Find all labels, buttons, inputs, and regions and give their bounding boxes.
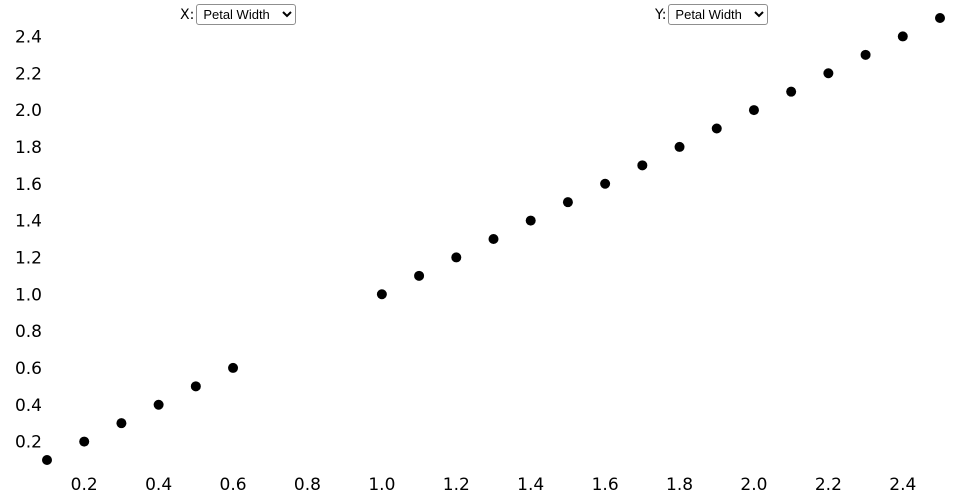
- y-axis-control: Y: Petal Width: [655, 4, 769, 25]
- x-tick-label: 1.0: [368, 475, 395, 495]
- data-point: [711, 123, 722, 134]
- x-axis-select[interactable]: Petal Width: [196, 4, 297, 25]
- data-point: [600, 178, 611, 189]
- y-axis-label: Y:: [655, 6, 667, 23]
- data-point: [451, 252, 462, 263]
- data-point: [897, 31, 908, 42]
- x-tick-label: 1.8: [666, 475, 693, 495]
- data-point: [79, 436, 90, 447]
- data-point: [935, 13, 945, 23]
- data-point: [228, 362, 239, 373]
- data-point: [153, 399, 164, 410]
- y-tick-label: 1.4: [15, 212, 42, 232]
- data-point: [786, 86, 797, 97]
- data-point: [190, 381, 201, 392]
- x-axis-control: X: Petal Width: [180, 4, 297, 25]
- data-point: [562, 197, 573, 208]
- y-tick-label: 0.6: [15, 359, 42, 379]
- x-tick-label: 0.8: [294, 475, 321, 495]
- x-tick-label: 2.4: [889, 475, 916, 495]
- x-axis-label: X:: [180, 6, 195, 23]
- x-tick-label: 2.2: [815, 475, 842, 495]
- y-tick-label: 0.4: [15, 396, 42, 416]
- y-tick-label: 1.8: [15, 138, 42, 158]
- data-point: [674, 141, 685, 152]
- data-point: [414, 270, 425, 281]
- y-tick-label: 1.2: [15, 248, 42, 268]
- data-point: [488, 234, 499, 244]
- x-tick-label: 1.4: [517, 475, 544, 495]
- data-point: [376, 289, 387, 300]
- x-tick-label: 0.6: [220, 475, 247, 495]
- x-tick-label: 0.4: [145, 475, 172, 495]
- y-tick-label: 1.0: [15, 285, 42, 305]
- x-tick-label: 1.2: [443, 475, 470, 495]
- data-point: [637, 160, 648, 171]
- y-tick-label: 2.2: [15, 64, 42, 84]
- y-axis-select[interactable]: Petal Width: [668, 4, 769, 25]
- data-point: [42, 455, 52, 465]
- data-point: [860, 49, 871, 60]
- y-tick-label: 0.8: [15, 322, 42, 342]
- y-tick-label: 2.0: [15, 101, 42, 121]
- y-tick-label: 0.2: [15, 433, 42, 453]
- data-point: [525, 215, 536, 226]
- y-tick-label: 2.4: [15, 27, 42, 47]
- data-point: [116, 418, 127, 429]
- data-point: [748, 105, 759, 116]
- data-point: [823, 68, 834, 79]
- x-tick-label: 2.0: [740, 475, 767, 495]
- y-tick-label: 1.6: [15, 175, 42, 195]
- x-tick-label: 0.2: [71, 475, 98, 495]
- x-tick-label: 1.6: [592, 475, 619, 495]
